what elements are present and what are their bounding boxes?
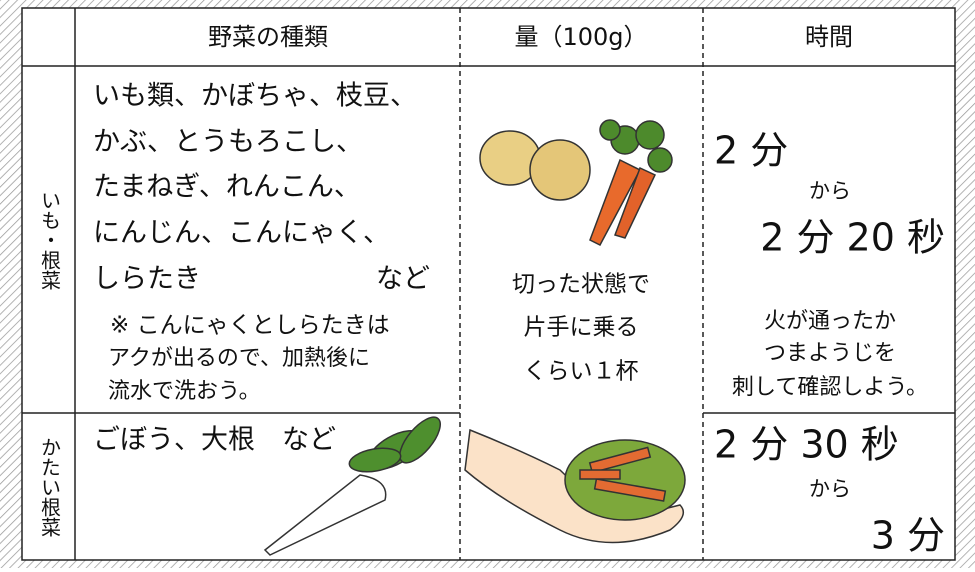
vegetable-line: しらたき [93,264,201,295]
time-note: つまようじを [764,341,896,366]
note-line: 流水で洗おう。 [108,379,261,404]
time-from: 2 分 30 秒 [714,423,899,467]
time-kara: から [809,477,851,501]
vegetable-line: いも類、かぼちゃ、枝豆、 [93,81,417,112]
time-note: 火が通ったか [764,309,896,334]
daikon-illustration [263,416,441,556]
time-note: 刺して確認しよう。 [732,375,928,400]
column-header: 時間 [805,23,853,51]
potato-carrot-illustration [479,119,673,246]
vegetable-line: にんじん、こんにゃく、 [93,218,390,249]
amount-line: くらい１杯 [524,359,639,385]
time-to: 3 分 [871,514,945,558]
column-header: 量（100g） [514,23,647,51]
note-line: ※ こんにゃくとしらたきは [110,313,390,339]
row-label: かたい根菜 [38,437,62,537]
amount-line: 切った状態で [512,272,650,298]
etc: など [376,264,430,295]
grid [22,8,955,560]
vegetable-line: ごぼう、大根 など [93,425,336,456]
amount-line: 片手に乗る [524,315,639,341]
time-to: 2 分 20 秒 [760,216,945,260]
column-header: 野菜の種類 [208,23,328,51]
note-line: アクが出るので、加熱後に [108,346,370,371]
vegetable-line: たまねぎ、れんこん、 [93,172,361,203]
hand-vegetables-illustration [464,428,686,544]
time-kara: から [809,179,851,203]
vegetable-line: かぶ、とうもろこし、 [93,127,363,158]
row-label: いも・根菜 [38,190,62,290]
time-from: 2 分 [714,129,788,173]
